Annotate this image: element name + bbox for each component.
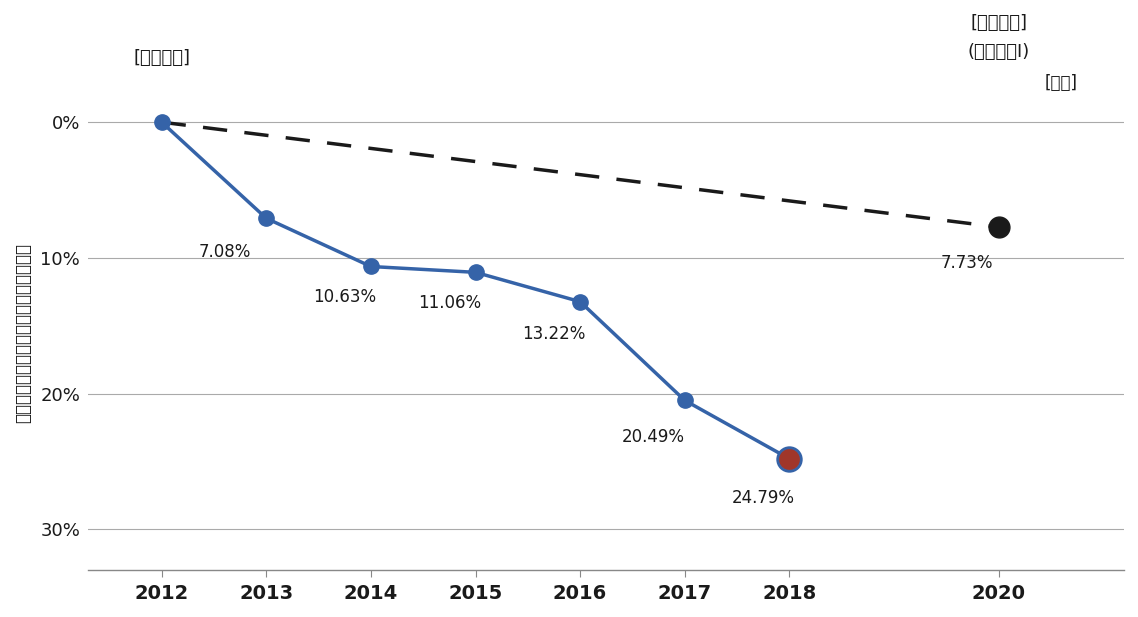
Text: 13.22%: 13.22% (522, 325, 586, 343)
Text: [基準年度]: [基準年度] (133, 49, 190, 67)
Text: 7.08%: 7.08% (198, 242, 250, 261)
Text: 11.06%: 11.06% (418, 294, 481, 312)
Text: 10.63%: 10.63% (313, 288, 377, 306)
Y-axis label: エネルギー原単位改善率（基準年度比）: エネルギー原単位改善率（基準年度比） (14, 242, 32, 423)
Text: (フェーズⅠ): (フェーズⅠ) (967, 43, 1030, 61)
Text: [目標年度]: [目標年度] (970, 14, 1028, 32)
Text: [年度]: [年度] (1045, 73, 1078, 91)
Text: 24.79%: 24.79% (732, 489, 794, 507)
Text: 7.73%: 7.73% (941, 254, 993, 272)
Text: 20.49%: 20.49% (622, 428, 685, 445)
